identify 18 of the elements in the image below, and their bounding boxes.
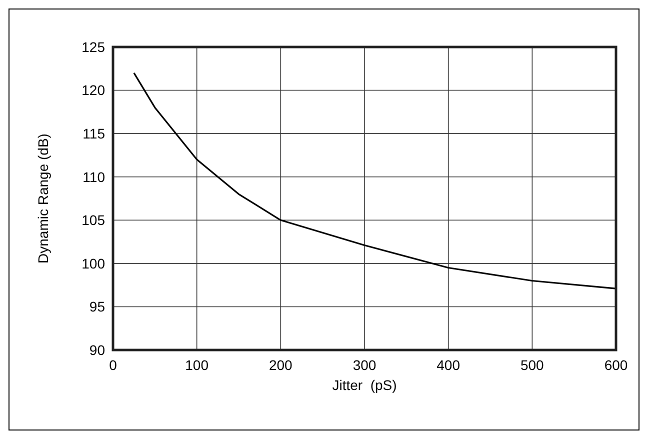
y-tick-label: 100	[82, 255, 106, 272]
x-tick-label: 400	[436, 357, 460, 373]
y-tick-label: 120	[82, 82, 106, 98]
y-tick-label: 105	[82, 212, 106, 228]
x-tick-label: 200	[268, 357, 293, 373]
x-tick-label: 100	[185, 357, 209, 373]
y-tick-label: 115	[82, 125, 106, 142]
y-tick-label: 110	[82, 168, 106, 185]
x-axis-title: Jitter (pS)	[332, 377, 397, 393]
y-axis-title: Dynamic Range (dB)	[35, 134, 51, 264]
y-tick-label: 125	[82, 38, 106, 55]
y-tick-label: 95	[89, 298, 106, 315]
x-tick-label: 0	[109, 357, 118, 373]
x-tick-label: 600	[604, 357, 628, 373]
x-tick-label: 300	[352, 357, 376, 373]
x-tick-label: 500	[520, 357, 544, 373]
line-series	[133, 72, 617, 290]
y-tick-label: 90	[89, 342, 106, 358]
